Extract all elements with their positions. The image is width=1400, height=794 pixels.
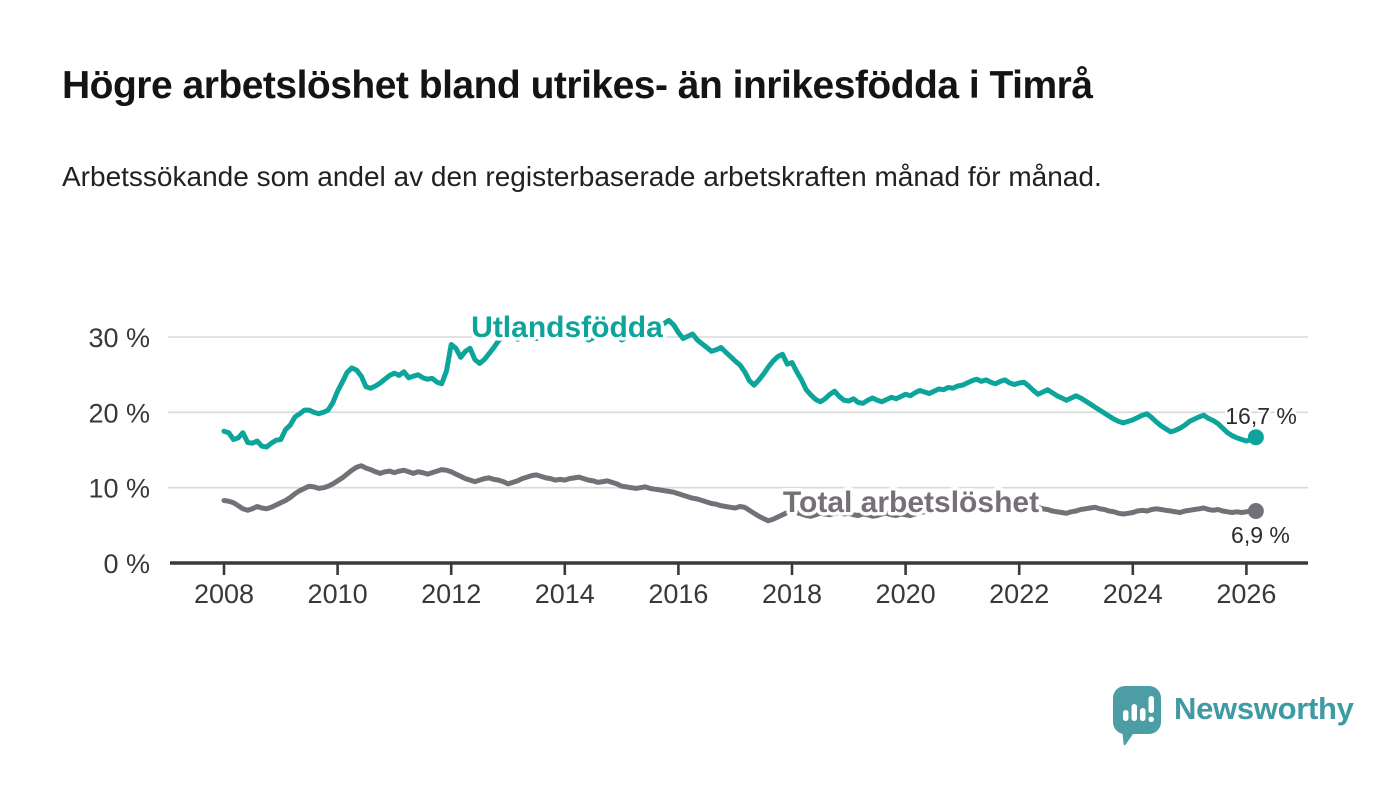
series-lines <box>221 317 1264 524</box>
series-label-total-arbetsl-shet: Total arbetslöshet <box>783 486 1039 519</box>
end-dot-utlandsf-dda <box>1247 429 1264 446</box>
x-tick-label-2012: 2012 <box>421 579 481 609</box>
x-tick-label-2010: 2010 <box>308 579 368 609</box>
x-tick-label-2014: 2014 <box>535 579 595 609</box>
series-inline-labels: Utlandsfödda 16,7 % Total arbetslöshet 6,9 … <box>468 308 1300 551</box>
y-axis-labels: 0 % 10 % 20 % 30 % <box>88 323 150 579</box>
x-tick-label-2016: 2016 <box>648 579 708 609</box>
y-tick-label-20: 20 % <box>88 398 150 428</box>
x-axis <box>170 561 1308 575</box>
chart-subtitle: Arbetssökande som andel av den registerb… <box>62 161 1102 192</box>
x-tick-label-2008: 2008 <box>194 579 254 609</box>
x-tick-label-2020: 2020 <box>876 579 936 609</box>
x-axis-labels: 2008 2010 2012 2014 2016 2018 2020 2022 2024 2026 <box>194 579 1276 609</box>
page-title: Högre arbetslöshet bland utrikes- än inr… <box>62 64 1093 107</box>
end-dot-total-arbetsl-shet <box>1247 503 1264 520</box>
brand-name: Newsworthy <box>1174 691 1354 726</box>
logo-bar-chart-glyph <box>1123 696 1154 722</box>
x-tick-label-2026: 2026 <box>1216 579 1276 609</box>
end-value-label-total-arbetsl-shet: 6,9 % <box>1231 522 1290 548</box>
series-line-utlandsf-dda <box>221 317 1259 450</box>
newsworthy-logo-icon <box>1112 686 1161 746</box>
x-tick-label-2022: 2022 <box>989 579 1049 609</box>
series-line-total-arbetsl-shet <box>221 463 1259 524</box>
series-label-utlandsf-dda: Utlandsfödda <box>471 311 663 344</box>
y-tick-label-0: 0 % <box>103 549 150 579</box>
x-tick-label-2018: 2018 <box>762 579 822 609</box>
brand-footer: Newsworthy <box>1111 684 1354 748</box>
gridlines <box>168 336 1308 489</box>
y-tick-label-30: 30 % <box>88 323 150 353</box>
x-tick-label-2024: 2024 <box>1103 579 1163 609</box>
y-tick-label-10: 10 % <box>88 474 150 504</box>
end-value-label-utlandsf-dda: 16,7 % <box>1225 403 1297 429</box>
